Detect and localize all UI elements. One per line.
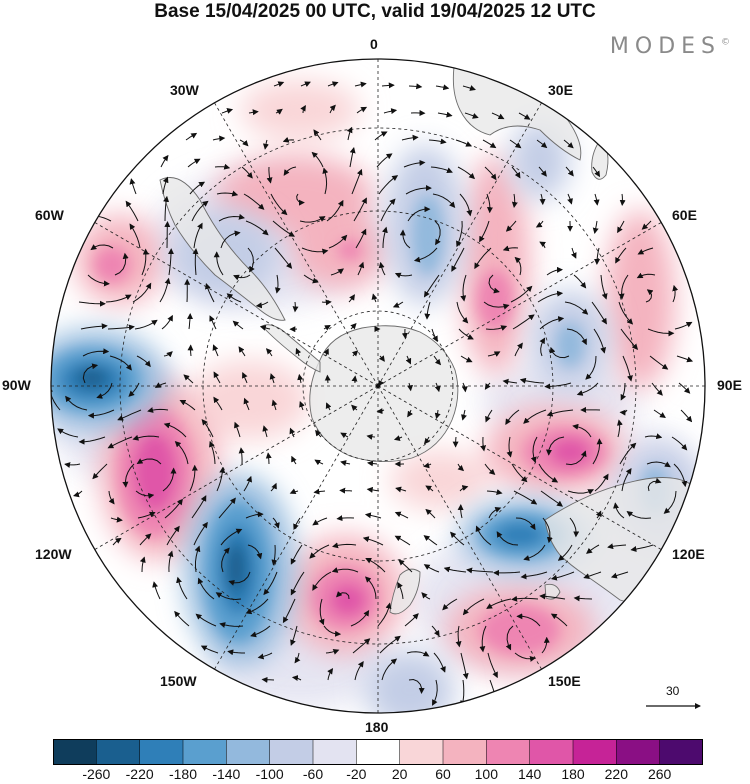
longitude-label-60e: 60E — [672, 207, 697, 223]
colorbar-tick-label: -140 — [212, 766, 240, 782]
colorbar-swatch — [140, 739, 184, 765]
colorbar-swatch — [96, 739, 140, 765]
wind-vector — [405, 329, 406, 338]
colorbar-tick-label: -60 — [303, 766, 323, 782]
longitude-label-0: 0 — [370, 36, 378, 52]
colorbar-tick-label: -20 — [346, 766, 366, 782]
colorbar-swatch — [356, 739, 400, 765]
land-antarctica — [310, 326, 458, 462]
longitude-label-150w: 150W — [160, 673, 197, 689]
colorbar-swatch — [443, 739, 487, 765]
longitude-label-180: 180 — [365, 719, 388, 735]
colorbar — [53, 739, 703, 765]
colorbar-labels: -260 -220 -180 -140 -100 -60 -20 20 60 100 140 180 2… — [0, 766, 750, 784]
longitude-label-120w: 120W — [35, 546, 72, 562]
wind-vector — [263, 679, 275, 680]
colorbar-tick-label: -220 — [126, 766, 154, 782]
colorbar-tick-label: 220 — [605, 766, 628, 782]
colorbar-tick-label: 20 — [392, 766, 408, 782]
wind-vector — [327, 376, 328, 383]
colorbar-tick-label: -260 — [82, 766, 110, 782]
south-pole-marker — [376, 384, 380, 388]
wind-vector — [167, 222, 168, 248]
colorbar-swatch — [530, 739, 574, 765]
colorbar-swatch — [313, 739, 357, 765]
colorbar-swatch — [400, 739, 444, 765]
colorbar-swatch — [270, 739, 314, 765]
colorbar-tick-label: 180 — [561, 766, 584, 782]
colorbar-swatch — [486, 739, 530, 765]
longitude-label-90e: 90E — [717, 377, 742, 393]
colorbar-swatch — [616, 739, 660, 765]
colorbar-swatch — [183, 739, 227, 765]
longitude-label-90w: 90W — [2, 377, 31, 393]
colorbar-swatch — [226, 739, 270, 765]
longitude-label-150e: 150E — [548, 673, 581, 689]
colorbar-swatch — [573, 739, 617, 765]
colorbar-tick-label: -100 — [256, 766, 284, 782]
longitude-label-30e: 30E — [548, 82, 573, 98]
colorbar-swatch — [660, 739, 703, 765]
wind-vector — [340, 490, 352, 491]
colorbar-tick-label: 100 — [475, 766, 498, 782]
colorbar-tick-label: -180 — [169, 766, 197, 782]
longitude-label-60w: 60W — [35, 207, 64, 223]
colorbar-tick-label: 140 — [518, 766, 541, 782]
longitude-label-120e: 120E — [672, 546, 705, 562]
longitude-label-30w: 30W — [170, 82, 199, 98]
colorbar-tick-label: 260 — [648, 766, 671, 782]
colorbar-swatch — [53, 739, 97, 765]
reference-vector-label: 30 — [666, 684, 679, 698]
colorbar-tick-label: 60 — [435, 766, 451, 782]
